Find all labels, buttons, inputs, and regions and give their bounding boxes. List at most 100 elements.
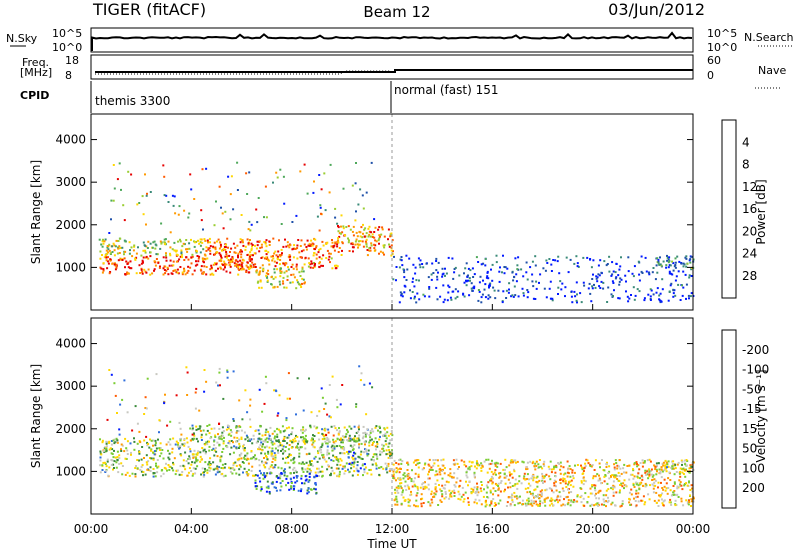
data-cell xyxy=(206,469,209,472)
data-cell xyxy=(335,267,338,270)
data-cell xyxy=(112,439,115,442)
data-cell xyxy=(318,449,321,452)
nsky-series xyxy=(91,31,693,51)
data-cell xyxy=(649,460,652,463)
data-cell xyxy=(336,445,338,448)
data-cell xyxy=(166,267,169,270)
data-cell xyxy=(427,483,430,486)
data-cell xyxy=(417,475,420,478)
data-cell xyxy=(400,487,403,490)
data-cell xyxy=(534,488,537,491)
data-cell xyxy=(222,447,225,450)
data-cell xyxy=(366,254,369,257)
data-cell xyxy=(602,287,605,290)
data-cell xyxy=(399,458,402,461)
data-cell xyxy=(378,466,380,469)
data-cell xyxy=(229,470,232,473)
data-cell xyxy=(295,434,297,437)
data-cell xyxy=(294,469,297,472)
data-cell xyxy=(447,256,450,259)
data-cell xyxy=(153,268,156,271)
data-cell xyxy=(207,247,210,250)
data-cell xyxy=(552,504,555,507)
data-cell xyxy=(422,293,425,296)
data-cell xyxy=(589,258,591,261)
data-cell xyxy=(283,436,286,439)
data-cell xyxy=(411,280,414,283)
data-cell xyxy=(264,438,267,441)
data-cell xyxy=(272,237,275,240)
data-cell xyxy=(598,274,601,277)
data-cell xyxy=(271,443,274,446)
data-cell xyxy=(625,471,628,474)
data-cell xyxy=(110,218,112,221)
data-cell xyxy=(483,488,485,491)
data-cell xyxy=(266,480,269,483)
data-cell xyxy=(172,270,175,272)
data-cell xyxy=(273,389,276,392)
data-cell xyxy=(359,235,362,238)
data-cell xyxy=(467,279,469,282)
data-cell xyxy=(334,264,336,267)
data-cell xyxy=(198,427,201,430)
data-cell xyxy=(659,292,662,295)
data-cell xyxy=(168,452,171,455)
data-cell xyxy=(526,461,529,464)
data-cell xyxy=(323,435,326,437)
data-cell xyxy=(498,270,501,273)
data-cell xyxy=(633,463,636,466)
data-cell xyxy=(448,489,451,492)
data-cell xyxy=(226,369,229,372)
data-cell xyxy=(596,276,599,279)
data-cell xyxy=(444,484,447,487)
data-cell xyxy=(187,258,190,261)
data-cell xyxy=(236,436,239,439)
data-cell xyxy=(287,268,290,271)
data-cell xyxy=(169,443,172,446)
data-cell xyxy=(572,501,575,504)
data-cell xyxy=(499,472,502,474)
data-cell xyxy=(163,238,166,241)
data-cell xyxy=(682,473,685,475)
data-cell xyxy=(640,474,643,477)
data-cell xyxy=(223,260,226,263)
data-cell xyxy=(303,243,306,246)
data-cell xyxy=(113,382,116,385)
data-cell xyxy=(619,265,622,268)
data-cell xyxy=(583,504,586,507)
data-cell xyxy=(436,479,439,482)
data-cell xyxy=(127,266,130,269)
data-cell xyxy=(361,240,364,243)
data-cell xyxy=(447,481,450,484)
data-cell xyxy=(593,469,596,471)
data-cell xyxy=(315,253,318,256)
data-cell xyxy=(282,280,284,283)
data-cell xyxy=(386,465,389,468)
data-cell xyxy=(99,257,102,260)
data-cell xyxy=(186,474,189,477)
data-cell xyxy=(237,254,239,257)
data-cell xyxy=(333,472,336,475)
data-cell xyxy=(388,451,391,454)
data-cell xyxy=(633,265,636,268)
data-cell xyxy=(230,258,232,261)
data-cell xyxy=(231,259,234,262)
data-cell xyxy=(408,487,411,490)
nsearch-tick-top: 10^5 xyxy=(707,27,737,40)
data-cell xyxy=(216,465,219,468)
data-cell xyxy=(124,473,127,476)
data-cell xyxy=(255,208,258,211)
data-cell xyxy=(305,246,308,248)
data-cell xyxy=(419,486,422,489)
data-cell xyxy=(136,467,139,470)
data-cell xyxy=(692,497,695,500)
data-cell xyxy=(188,242,191,245)
nsky-tick-bottom: 10^0 xyxy=(52,41,82,54)
data-cell xyxy=(326,468,329,471)
data-cell xyxy=(106,267,109,270)
data-cell xyxy=(550,263,553,266)
data-cell xyxy=(535,476,538,479)
data-cell xyxy=(646,470,648,473)
data-cell xyxy=(637,476,639,479)
data-cell xyxy=(480,296,483,299)
